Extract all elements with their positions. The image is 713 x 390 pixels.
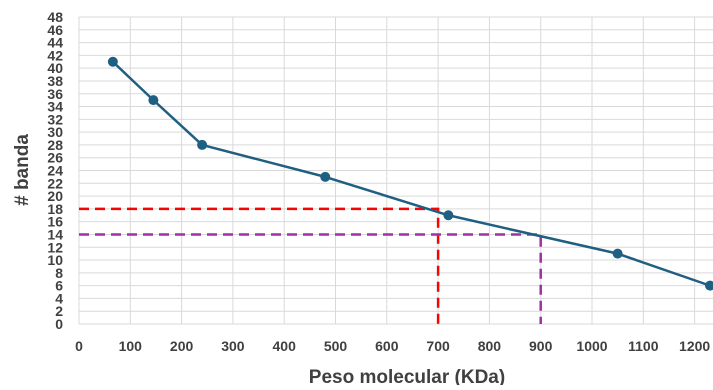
x-tick-label: 0: [75, 338, 83, 354]
y-tick-label: 34: [47, 99, 63, 115]
y-tick-label: 12: [47, 239, 63, 255]
y-tick-label: 0: [55, 316, 63, 332]
data-point: [705, 280, 713, 291]
y-tick-label: 24: [47, 163, 63, 179]
y-tick-label: 30: [47, 124, 63, 140]
y-tick-label: 18: [47, 201, 63, 217]
data-point: [443, 210, 454, 221]
y-axis-title: # banda: [12, 134, 33, 206]
y-tick-label: 4: [55, 290, 63, 306]
grid: [78, 16, 713, 325]
data-point: [107, 56, 118, 67]
y-tick-label: 38: [47, 73, 63, 89]
reference-line: [79, 233, 542, 324]
x-tick-label: 400: [273, 338, 297, 354]
data-point: [612, 248, 623, 259]
y-tick-label: 10: [47, 252, 63, 268]
data-point: [148, 95, 159, 106]
y-tick-label: 48: [47, 9, 63, 25]
x-tick-label: 100: [119, 338, 143, 354]
reference-line: [79, 207, 440, 324]
x-tick-label: 300: [221, 338, 245, 354]
y-tick-label: 26: [47, 150, 63, 166]
y-tick-label: 28: [47, 137, 63, 153]
x-tick-label: 1000: [576, 338, 607, 354]
data-point: [320, 171, 331, 182]
y-tick-label: 36: [47, 86, 63, 102]
x-axis-ticks: 0 100 200 300 400 500 600 700 800 900 1000 1100 1200: [75, 338, 710, 354]
y-tick-label: 22: [47, 175, 63, 191]
x-tick-label: 1200: [679, 338, 710, 354]
x-tick-label: 200: [170, 338, 194, 354]
y-axis-ticks: 0246810121416182022242628303234363840424…: [47, 9, 63, 332]
data-point: [197, 139, 208, 150]
y-tick-label: 40: [47, 60, 63, 76]
x-tick-label: 600: [375, 338, 399, 354]
y-tick-label: 32: [47, 111, 63, 127]
x-tick-label: 800: [478, 338, 502, 354]
x-tick-label: 500: [324, 338, 348, 354]
x-tick-label: 900: [529, 338, 553, 354]
y-tick-label: 6: [55, 278, 63, 294]
y-tick-label: 20: [47, 188, 63, 204]
y-tick-label: 44: [47, 35, 63, 51]
x-axis-title: Peso molecular (KDa): [309, 367, 505, 385]
y-tick-label: 42: [47, 47, 63, 63]
series: [107, 56, 713, 291]
y-tick-label: 16: [47, 214, 63, 230]
x-tick-label: 700: [426, 338, 450, 354]
y-tick-label: 8: [55, 265, 63, 281]
y-tick-label: 2: [55, 303, 63, 319]
x-tick-label: 1100: [628, 338, 659, 354]
y-tick-label: 46: [47, 22, 63, 38]
y-tick-label: 14: [47, 226, 63, 242]
reference-lines: [79, 207, 542, 324]
